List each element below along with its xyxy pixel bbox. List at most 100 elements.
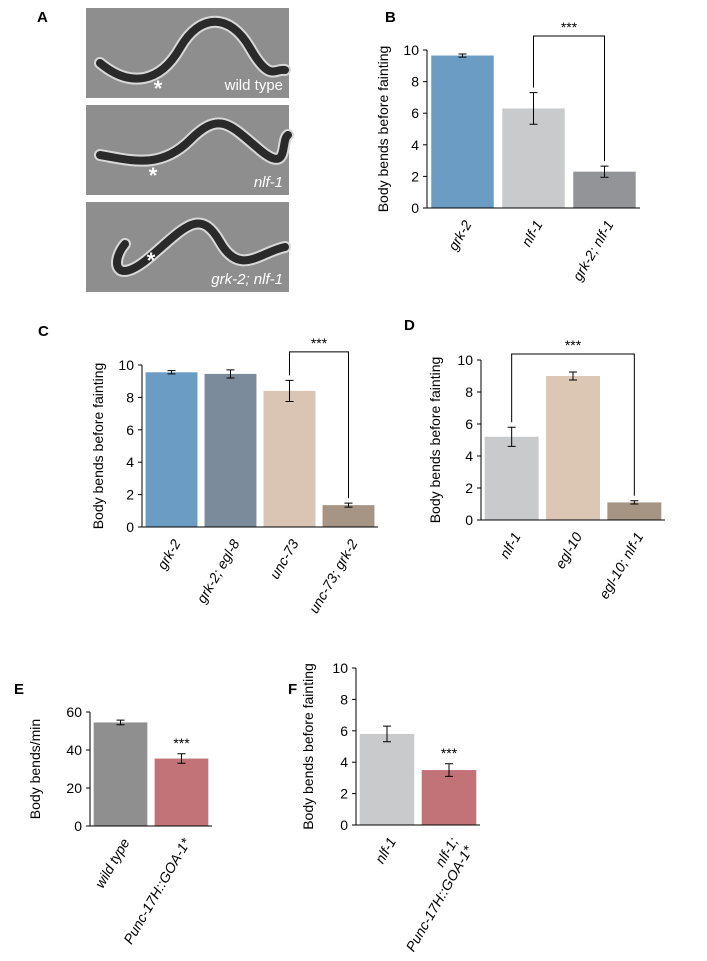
- significance: ***: [311, 335, 328, 351]
- y-axis-label: Body bends before fainting: [300, 663, 316, 830]
- worm: [113, 219, 289, 275]
- worm: [96, 119, 292, 165]
- error-bar: [569, 371, 577, 381]
- significance: ***: [565, 337, 582, 353]
- error-bar: [458, 53, 467, 58]
- y-tick-label: 10: [118, 357, 134, 373]
- error-bar: [383, 725, 391, 743]
- micrograph: * grk-2; nlf-1: [86, 202, 291, 292]
- y-tick-label: 6: [126, 422, 134, 438]
- x-tick-label: grk-2; egl-8: [193, 536, 242, 606]
- panel-letter: F: [288, 681, 297, 698]
- y-tick-label: 10: [403, 42, 419, 58]
- error-bar: [445, 763, 453, 777]
- y-tick-label: 4: [340, 754, 348, 770]
- caption: grk-2; nlf-1: [211, 271, 283, 288]
- bar: [546, 376, 600, 520]
- x-tick-label: grk-2; nlf-1: [569, 218, 616, 284]
- error-bar: [116, 719, 125, 726]
- error-bar: [167, 370, 176, 375]
- bar: [204, 373, 257, 527]
- x-tick-label-group: grk-2: [445, 217, 475, 253]
- significance: ***: [441, 745, 458, 761]
- y-tick-label: 0: [126, 519, 134, 535]
- marker: *: [154, 76, 163, 101]
- bar: [484, 436, 539, 520]
- y-tick-label: 8: [340, 691, 348, 707]
- bar: [502, 108, 565, 208]
- y-tick-label: 6: [340, 723, 348, 739]
- x-tick-label: wild type: [91, 835, 132, 890]
- worm: [96, 17, 289, 83]
- bar: [431, 55, 494, 208]
- error-bar: [507, 426, 516, 447]
- x-tick-label: Punc-17H::GOA-1*: [120, 835, 194, 947]
- x-tick-label: nlf-1: [372, 835, 399, 867]
- bar: [359, 733, 415, 825]
- significance-bracket: [533, 35, 605, 162]
- x-tick-label-group: nlf-1: [496, 530, 523, 562]
- y-tick-label: 20: [66, 780, 82, 796]
- y-axis-label: Body bends/min: [27, 719, 43, 819]
- y-tick-label: 8: [411, 74, 419, 90]
- micrograph: * nlf-1: [86, 105, 294, 195]
- x-tick-label-group: nlf-1: [518, 218, 545, 250]
- error-bar: [177, 753, 186, 764]
- panel-letter: C: [38, 323, 49, 340]
- x-tick-label: egl-10: [552, 529, 585, 571]
- y-tick-label: 2: [465, 480, 473, 496]
- y-tick-label: 8: [465, 384, 473, 400]
- y-tick-label: 10: [332, 660, 348, 676]
- panel-letter: B: [385, 9, 396, 26]
- panel-letter: E: [14, 681, 24, 698]
- y-tick-label: 2: [126, 487, 134, 503]
- x-tick-label-group: grk-2: [154, 536, 184, 572]
- x-tick-label-group: unc-73: [266, 536, 301, 581]
- x-tick-label: egl-10; nlf-1: [596, 530, 647, 602]
- y-tick-label: 8: [126, 389, 134, 405]
- x-tick-label-group: wild type: [91, 835, 132, 890]
- y-tick-label: 40: [66, 742, 82, 758]
- x-tick-label-group: nlf-1: [372, 835, 399, 867]
- x-tick-label: grk-2: [445, 217, 475, 253]
- error-bar: [529, 92, 538, 125]
- y-axis-label: Body bends before fainting: [90, 363, 106, 530]
- x-tick-label-group: egl-10; nlf-1: [596, 530, 647, 602]
- y-tick-label: 10: [457, 352, 473, 368]
- marker: *: [149, 163, 158, 188]
- bar: [607, 502, 662, 520]
- y-tick-label: 2: [340, 786, 348, 802]
- significance: ***: [173, 735, 190, 751]
- error-bar: [344, 502, 353, 508]
- caption: nlf-1: [254, 174, 283, 191]
- y-tick-label: 4: [126, 454, 134, 470]
- y-tick-label: 6: [465, 416, 473, 432]
- y-tick-label: 2: [411, 168, 419, 184]
- x-tick-label: grk-2: [154, 536, 184, 572]
- y-tick-label: 0: [411, 200, 419, 216]
- panel-letter: D: [404, 317, 415, 334]
- error-bar: [285, 379, 294, 402]
- x-tick-label: unc-73; grk-2: [305, 536, 360, 616]
- x-tick-label-group: nlf-1;Punc-17H::GOA-1*: [402, 834, 476, 954]
- x-tick-label: unc-73: [266, 536, 301, 581]
- bar: [145, 372, 198, 527]
- bar: [263, 390, 316, 527]
- x-tick-label-group: grk-2; egl-8: [193, 536, 242, 606]
- caption: wild type: [224, 77, 283, 94]
- bar: [573, 171, 636, 208]
- bar: [93, 722, 148, 826]
- bar: [322, 505, 375, 527]
- error-bar: [630, 500, 639, 505]
- significance-bracket: [511, 353, 635, 496]
- x-tick-label-group: grk-2; nlf-1: [569, 218, 616, 284]
- bar: [421, 770, 477, 825]
- marker: *: [147, 248, 156, 273]
- significance: ***: [561, 19, 578, 35]
- y-tick-label: 0: [465, 512, 473, 528]
- y-axis-label: Body bends before fainting: [427, 357, 443, 524]
- panel-letter: A: [37, 9, 48, 26]
- x-tick-label: nlf-1: [518, 218, 545, 250]
- x-tick-label: nlf-1: [496, 530, 523, 562]
